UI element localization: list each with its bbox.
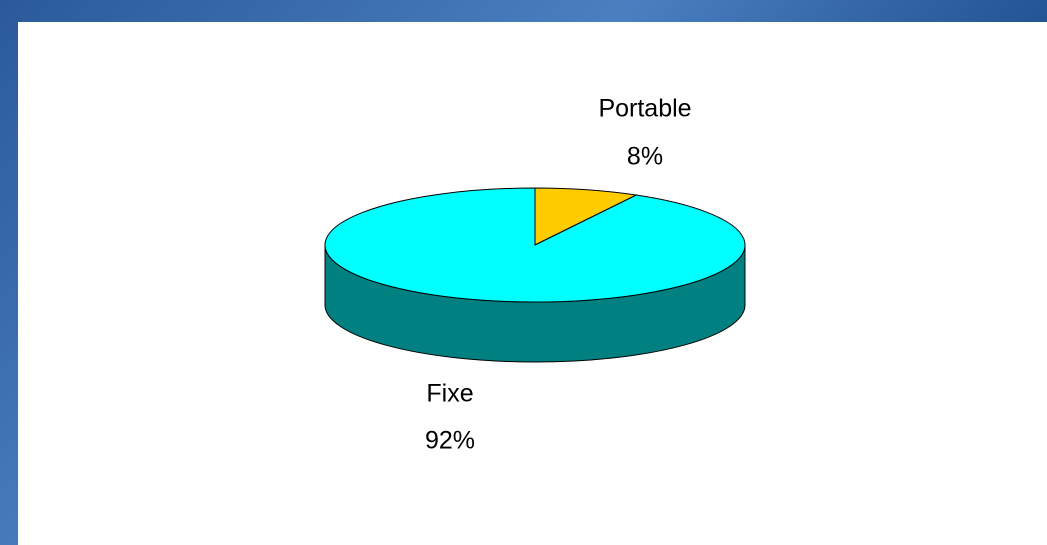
- slice-label: Portable: [598, 95, 691, 123]
- pie-slice: [324, 187, 746, 303]
- pie-slice: [534, 187, 638, 246]
- slice-value-label: 8%: [627, 143, 663, 171]
- slice-value-label: 92%: [425, 427, 475, 455]
- slice-label: Fixe: [426, 380, 473, 408]
